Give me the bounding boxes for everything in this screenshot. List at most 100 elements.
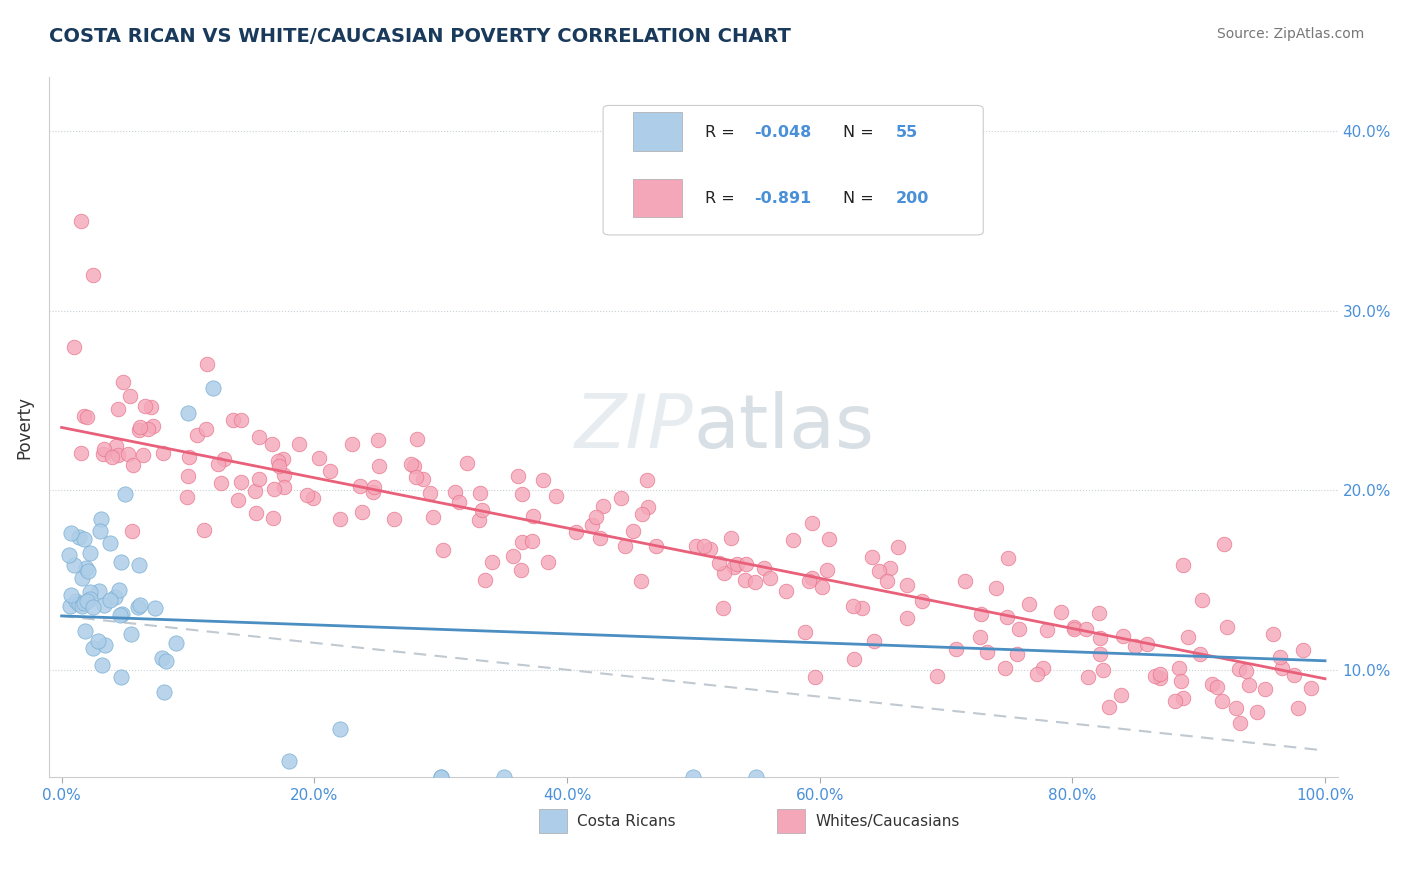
Point: [150, 651, 173, 665]
Point: [363, 485, 385, 500]
Point: [685, 540, 707, 554]
Text: -0.891: -0.891: [754, 191, 811, 206]
Point: [745, 771, 768, 785]
Point: [1213, 537, 1236, 551]
Point: [1088, 632, 1111, 646]
Point: [82, 268, 104, 282]
Point: [1098, 700, 1121, 714]
Point: [73, 596, 96, 610]
Point: [1229, 716, 1251, 731]
Point: [107, 582, 129, 597]
Point: [520, 533, 543, 548]
Point: [630, 574, 652, 588]
Point: [94, 638, 117, 652]
Point: [522, 509, 544, 524]
Point: [136, 422, 159, 436]
Point: [132, 448, 155, 462]
Point: [470, 486, 492, 500]
Point: [152, 684, 174, 698]
Point: [997, 551, 1019, 566]
Point: [565, 524, 588, 539]
Point: [247, 429, 270, 443]
Point: [77, 564, 100, 578]
Point: [537, 555, 560, 569]
Point: [1227, 662, 1250, 676]
Point: [186, 428, 208, 442]
Point: [101, 450, 124, 464]
Point: [194, 422, 217, 436]
Point: [104, 590, 127, 604]
Point: [863, 633, 886, 648]
Point: [87, 634, 110, 648]
FancyBboxPatch shape: [538, 809, 567, 833]
Text: N =: N =: [842, 125, 879, 139]
Point: [59, 525, 82, 540]
Point: [592, 499, 614, 513]
Point: [1234, 664, 1257, 678]
Point: [1205, 680, 1227, 694]
Point: [911, 594, 934, 608]
Point: [79, 591, 101, 606]
Point: [1050, 605, 1073, 619]
Point: [406, 432, 429, 446]
Point: [842, 652, 865, 666]
Point: [610, 491, 633, 506]
Point: [713, 566, 735, 580]
Point: [744, 574, 766, 589]
Point: [112, 375, 135, 389]
Point: [725, 557, 748, 571]
Point: [995, 610, 1018, 624]
Point: [267, 453, 290, 467]
Point: [969, 630, 991, 644]
Point: [474, 573, 496, 587]
Point: [229, 475, 252, 489]
Point: [432, 542, 454, 557]
Point: [405, 470, 427, 484]
Text: N =: N =: [842, 191, 879, 206]
Point: [1149, 667, 1171, 681]
Point: [1008, 622, 1031, 636]
Point: [222, 413, 245, 427]
Point: [1077, 670, 1099, 684]
Point: [209, 475, 232, 490]
Point: [82, 600, 104, 615]
Point: [73, 532, 96, 546]
Point: [1149, 671, 1171, 685]
Point: [110, 670, 132, 684]
Point: [70, 571, 93, 585]
Point: [288, 437, 311, 451]
Point: [444, 485, 467, 500]
Point: [976, 645, 998, 659]
Point: [1005, 647, 1028, 661]
Point: [301, 491, 323, 506]
Point: [986, 582, 1008, 596]
Text: Costa Ricans: Costa Ricans: [578, 814, 676, 829]
Text: atlas: atlas: [693, 391, 875, 464]
Point: [231, 413, 253, 427]
Point: [546, 489, 568, 503]
Point: [851, 600, 873, 615]
Point: [1211, 694, 1233, 708]
Point: [1282, 668, 1305, 682]
Point: [368, 458, 391, 473]
Point: [1088, 647, 1111, 661]
Point: [263, 483, 285, 497]
Point: [510, 535, 533, 549]
Point: [67, 597, 90, 611]
Point: [89, 524, 111, 538]
Point: [1216, 620, 1239, 634]
Point: [868, 564, 890, 578]
FancyBboxPatch shape: [778, 809, 806, 833]
Point: [1171, 690, 1194, 705]
Point: [1286, 701, 1309, 715]
Point: [329, 512, 352, 526]
Point: [1091, 663, 1114, 677]
FancyBboxPatch shape: [633, 179, 682, 218]
Point: [122, 458, 145, 472]
Point: [98, 536, 121, 550]
Point: [419, 486, 441, 500]
Point: [801, 516, 824, 530]
Y-axis label: Poverty: Poverty: [15, 396, 32, 459]
Point: [456, 456, 478, 470]
Point: [818, 532, 841, 546]
